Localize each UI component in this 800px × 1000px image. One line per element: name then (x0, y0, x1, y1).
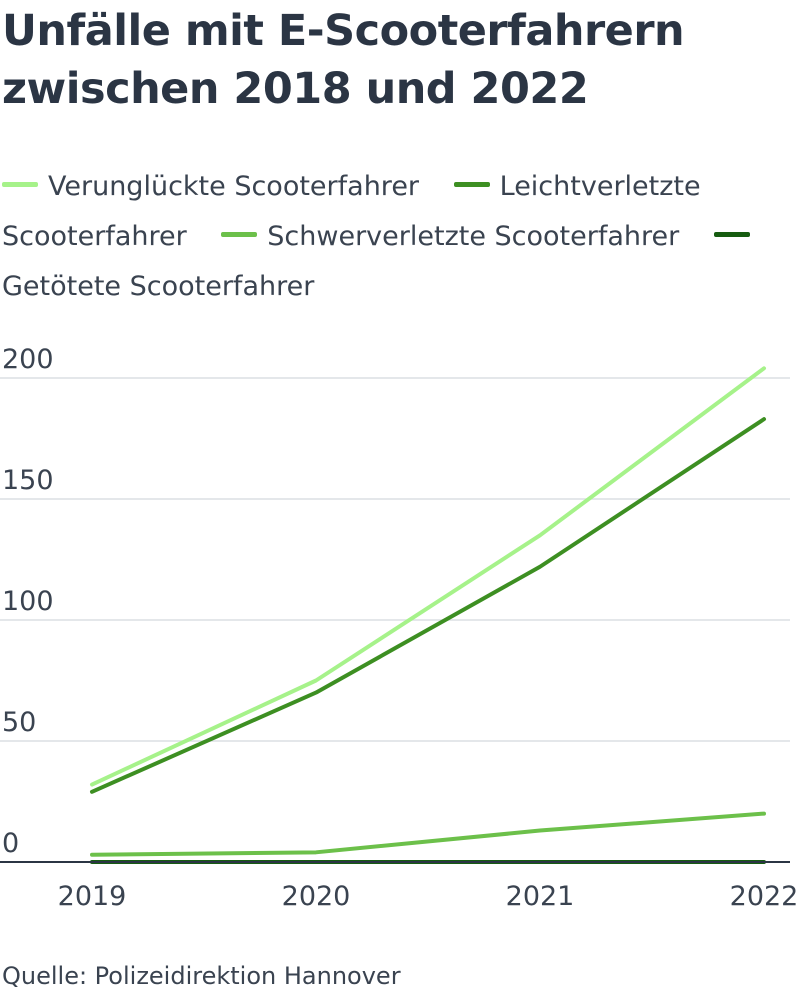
line-chart: 0 50 100 150 200 2019 2020 2021 2022 (0, 330, 800, 910)
x-tick-label: 2021 (506, 881, 575, 910)
y-tick-label: 0 (2, 828, 19, 859)
legend-swatch (2, 182, 38, 187)
x-tick-label: 2020 (282, 881, 351, 910)
y-tick-label: 100 (2, 586, 54, 617)
y-tick-label: 200 (2, 344, 54, 375)
series-line-0 (92, 368, 764, 784)
legend-label: Getötete Scooterfahrer (2, 271, 314, 302)
legend-swatch (221, 232, 257, 237)
x-tick-label: 2022 (730, 881, 799, 910)
legend-swatch (454, 182, 490, 187)
legend: Verunglückte Scooterfahrer Leichtverletz… (2, 162, 782, 312)
source-note: Quelle: Polizeidirektion Hannover (2, 962, 401, 990)
legend-label: Verunglückte Scooterfahrer (48, 171, 419, 202)
y-tick-label: 150 (2, 465, 54, 496)
series-line-2 (92, 814, 764, 855)
legend-swatch (714, 232, 750, 237)
y-tick-label: 50 (2, 707, 36, 738)
legend-item-verunglueckte: Verunglückte Scooterfahrer (2, 171, 428, 202)
legend-item-schwerverletzte: Schwerverletzte Scooterfahrer (221, 221, 688, 252)
legend-label: Schwerverletzte Scooterfahrer (267, 221, 679, 252)
x-tick-label: 2019 (58, 881, 127, 910)
chart-title: Unfälle mit E-Scooterfahrern zwischen 20… (2, 2, 792, 118)
